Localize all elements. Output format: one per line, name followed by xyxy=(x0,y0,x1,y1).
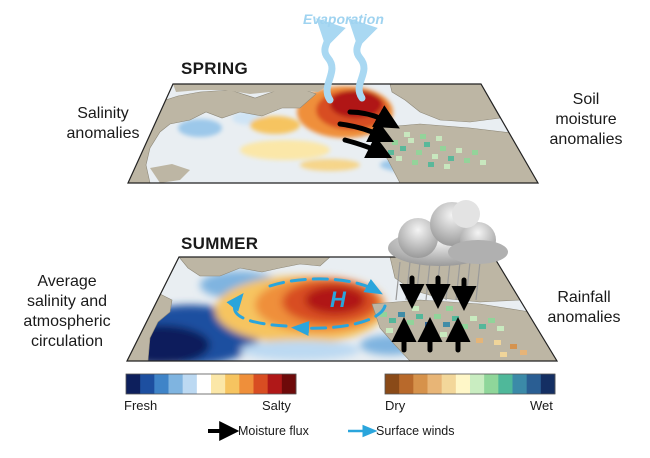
salinity-colorbar-swatch xyxy=(196,374,212,394)
rainfall-colorbar-swatch xyxy=(441,374,457,394)
rainfall-colorbar-swatch xyxy=(385,374,400,394)
spring-title: SPRING xyxy=(181,59,248,78)
summer-left-label-line: Average xyxy=(37,273,97,290)
spring-left-label-line: anomalies xyxy=(66,125,140,142)
salinity-colorbar-swatch xyxy=(267,374,283,394)
spring-left-label: Salinity anomalies xyxy=(48,104,158,144)
legend-surface-winds-label: Surface winds xyxy=(376,424,455,438)
summer-left-label: Average salinity and atmospheric circula… xyxy=(8,272,126,352)
summer-right-label-line: Rainfall xyxy=(557,289,611,306)
rainfall-colorbar-swatch xyxy=(484,374,499,394)
rainfall-colorbar-swatch xyxy=(399,374,414,394)
summer-left-label-line: atmospheric xyxy=(23,313,111,330)
high-pressure-label: H xyxy=(330,287,346,312)
salinity-min-label: Fresh xyxy=(124,398,158,413)
summer-right-label-line: anomalies xyxy=(547,309,621,326)
salinity-colorbar-swatch xyxy=(168,374,184,394)
surface-wind-arrows xyxy=(226,277,387,336)
rainfall-colorbar-swatch xyxy=(427,374,443,394)
rainfall-colorbar-swatch xyxy=(455,374,471,394)
legend-moisture-flux-label: Moisture flux xyxy=(238,424,309,438)
salinity-colorbar-swatch xyxy=(211,374,226,394)
rainfall-colorbar-swatch xyxy=(413,374,428,394)
evaporation-arrows xyxy=(316,18,378,104)
spring-right-label-line: moisture xyxy=(555,111,617,128)
rainfall-colorbar-swatch xyxy=(498,374,513,394)
storm-cloud xyxy=(388,200,508,266)
salinity-colorbar-swatch xyxy=(281,374,297,394)
rainfall-min-label: Dry xyxy=(385,398,406,413)
salinity-max-label: Salty xyxy=(262,398,291,413)
spring-right-label-line: Soil xyxy=(572,91,600,108)
rainfall-colorbar-swatch xyxy=(470,374,485,394)
summer-left-label-line: salinity and xyxy=(26,293,108,310)
salinity-colorbar-swatch xyxy=(126,374,141,394)
salinity-colorbar xyxy=(125,373,297,395)
spring-right-label-line: anomalies xyxy=(549,131,623,148)
rainfall-colorbar-border xyxy=(384,373,556,395)
salinity-colorbar-swatch xyxy=(239,374,254,394)
salinity-colorbar-border xyxy=(125,373,297,395)
salinity-colorbar-swatch xyxy=(225,374,240,394)
rainfall-colorbar-swatch xyxy=(526,374,542,394)
spring-right-label: Soil moisture anomalies xyxy=(530,90,642,150)
summer-map xyxy=(126,256,559,362)
salinity-colorbar-swatch xyxy=(253,374,269,394)
spring-map xyxy=(127,83,540,184)
rainfall-colorbar-swatch xyxy=(540,374,556,394)
salinity-colorbar-swatch xyxy=(182,374,198,394)
salinity-colorbar-swatch xyxy=(140,374,155,394)
summer-title: SUMMER xyxy=(181,234,259,253)
spring-left-label-line: Salinity xyxy=(77,105,129,122)
salinity-colorbar-swatch xyxy=(154,374,169,394)
rainfall-colorbar xyxy=(384,373,556,395)
spring-moisture-flux-arrows xyxy=(337,105,400,159)
summer-moisture-flux-arrows xyxy=(391,275,477,353)
rainfall-colorbar-swatch xyxy=(512,374,528,394)
summer-right-label: Rainfall anomalies xyxy=(530,288,638,328)
evaporation-label: Evaporation xyxy=(303,11,384,27)
summer-left-label-line: circulation xyxy=(30,333,104,350)
rainfall-max-label: Wet xyxy=(530,398,553,413)
